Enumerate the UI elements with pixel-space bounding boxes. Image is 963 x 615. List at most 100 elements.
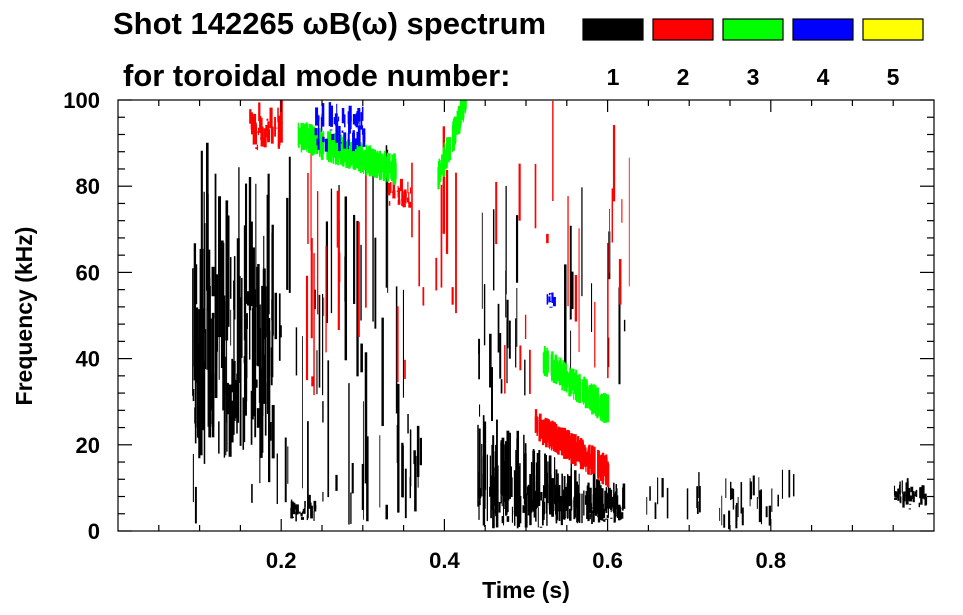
spectral-mark [550,423,553,445]
spectral-streak [489,333,492,388]
spectral-mark [599,460,603,481]
spectral-streak [479,404,481,417]
spectral-streak [491,367,493,422]
spectral-mark [603,519,606,522]
spectral-mark [383,150,387,175]
spectral-mark [264,286,267,436]
spectral-mark [408,192,410,204]
spectral-mark [218,421,220,454]
spectral-mark [401,178,403,193]
spectral-mark [578,379,581,396]
spectral-mark [556,486,560,503]
spectral-mark [306,507,309,517]
spectral-streak [271,224,274,336]
spectral-streak [760,489,763,509]
spectral-mark [543,419,546,443]
spectral-streak [241,277,243,358]
spectral-streak [404,359,406,379]
spectral-mark [204,223,206,333]
legend-label-mode-3: 3 [747,64,760,90]
spectral-mark [257,264,260,367]
spectral-mark [573,373,577,393]
spectral-mark [606,493,609,509]
spectral-mark [292,516,294,519]
spectral-mark [254,363,257,438]
spectral-mark [361,106,364,121]
mode-1-streaks [192,145,409,525]
spectral-mark [300,513,303,517]
spectral-streak [731,488,734,500]
spectral-streak [445,169,449,254]
spectral-streak [451,287,454,305]
spectral-mark [511,506,513,523]
spectral-mark [481,443,483,497]
spectral-mark [577,440,580,462]
spectral-streak [737,497,739,518]
spectral-mark [263,128,267,148]
spectral-mark [231,400,234,443]
spectral-streak [316,191,319,315]
spectral-streak [661,477,664,498]
spectral-mark [328,102,332,127]
spectral-mark [570,435,572,459]
spectral-mark [619,506,622,518]
spectral-streak [356,220,359,377]
spectral-streak [251,484,253,503]
spectral-mark [585,451,589,467]
spectral-mark [403,194,406,203]
spectral-streak [385,504,388,520]
spectral-streak [741,507,744,526]
spectral-mark [223,383,226,458]
spectral-mark [312,127,315,154]
spectral-mark [909,503,912,505]
spectral-mark [211,312,215,438]
spectral-mark [331,133,335,141]
spectral-mark [554,430,557,453]
spectral-mark [541,500,544,526]
spectral-streak [666,487,669,519]
spectral-streak [732,489,735,510]
spectral-streak [515,215,519,283]
spectral-streak [407,413,409,434]
spectral-mark [308,494,311,508]
legend-swatch-mode-1 [582,18,644,41]
spectral-mark [202,308,205,430]
spectral-mark [530,462,533,513]
spectral-mark [589,390,592,411]
spectral-streak [335,474,338,491]
spectral-mark [564,363,568,387]
spectral-mark [338,125,341,152]
spectral-streak [278,293,281,361]
spectral-mark [329,129,333,131]
spectral-mark [255,122,257,132]
spectral-streak [506,320,508,384]
spectral-streak [478,345,480,380]
spectral-mark [899,490,901,503]
spectral-mark [554,500,557,511]
spectral-mark [255,124,258,145]
mode-2-patch [387,178,412,208]
spectral-streak [414,455,417,512]
spectral-mark [270,347,273,386]
spectral-mark [608,487,611,509]
spectral-mark [390,182,392,194]
spectral-streak [730,481,732,501]
spectral-streak [758,490,762,523]
spectral-streak [546,233,549,244]
spectral-mark [194,407,196,424]
spectral-streak [749,481,752,500]
spectral-mark [603,459,605,481]
spectral-mark [507,443,509,499]
spectral-mark [529,515,532,519]
spectral-mark [486,454,488,522]
spectral-mark [341,107,345,124]
spectral-mark [270,126,274,144]
spectral-mark [262,268,266,340]
spectral-mark [607,482,610,516]
spectral-mark [920,493,923,505]
spectral-mark [586,494,589,519]
mode-1-band [477,415,626,529]
spectral-mark [581,441,584,470]
spectral-mark [906,478,909,493]
